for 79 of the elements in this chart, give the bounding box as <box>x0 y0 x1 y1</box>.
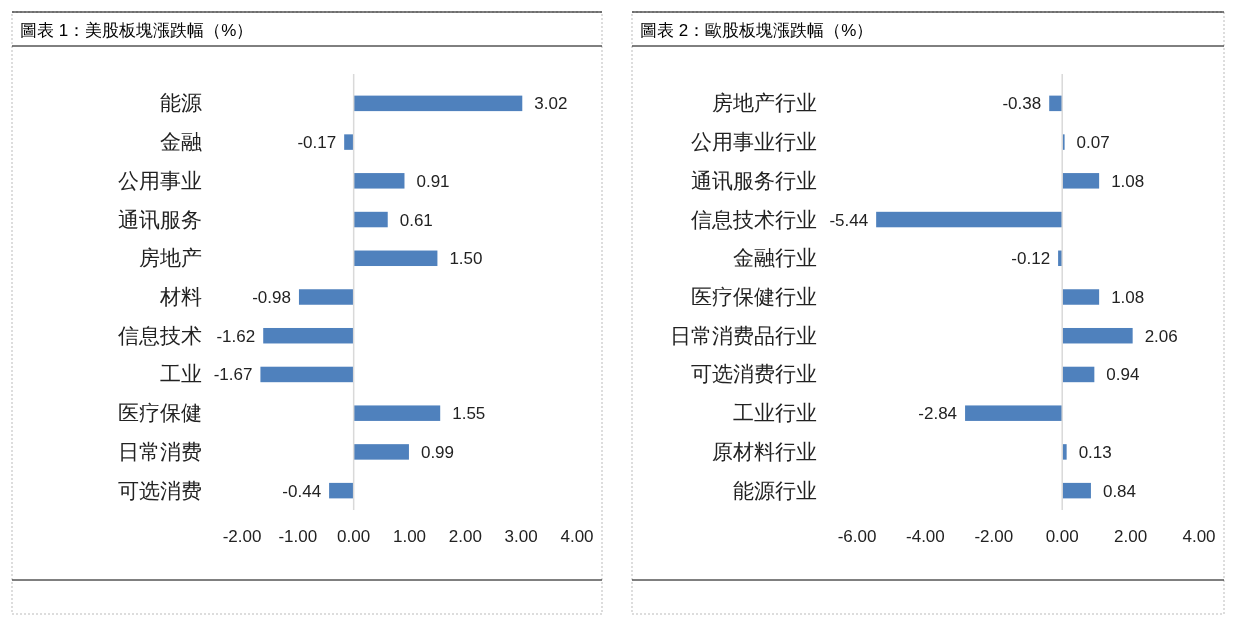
bar <box>1062 482 1091 499</box>
y-tick-label: 通讯服务 <box>118 207 202 231</box>
bar <box>965 405 1063 421</box>
y-tick-label: 材料 <box>159 285 202 308</box>
x-tick-label: 2.00 <box>448 527 482 546</box>
data-label: 1.55 <box>452 404 486 424</box>
bar <box>1049 95 1063 112</box>
y-tick-label: 医疗保健行业 <box>691 285 817 308</box>
bar <box>1062 444 1067 460</box>
y-tick-label: 信息技术 <box>118 323 202 347</box>
y-tick-label: 信息技术行业 <box>691 207 817 231</box>
data-label: -1.62 <box>216 326 256 346</box>
y-tick-label: 能源 <box>160 91 202 115</box>
y-tick-label: 房地产 <box>139 246 202 270</box>
data-label: 1.08 <box>1111 288 1145 307</box>
data-label: 0.91 <box>416 171 450 191</box>
bar <box>1062 366 1095 383</box>
y-tick-label: 日常消费 <box>118 439 202 463</box>
x-tick-label: 2.00 <box>1114 527 1148 546</box>
bar <box>353 173 405 189</box>
y-tick-label: 金融行业 <box>733 246 817 270</box>
y-tick-label: 能源行业 <box>733 478 817 502</box>
bar <box>353 250 438 267</box>
bar <box>1062 289 1100 305</box>
y-tick-label: 工业行业 <box>733 401 817 425</box>
bar <box>1062 173 1100 189</box>
data-label: 0.84 <box>1102 481 1137 501</box>
x-tick-label: -1.00 <box>278 527 318 546</box>
data-label: 0.13 <box>1078 442 1112 462</box>
bar <box>329 482 354 499</box>
x-tick-label: 1.00 <box>392 527 427 546</box>
bar <box>353 444 409 460</box>
x-tick-label: -2.00 <box>222 527 262 546</box>
data-label: 0.94 <box>1106 365 1140 385</box>
bar <box>260 366 354 383</box>
bar <box>353 405 441 421</box>
y-tick-label: 日常消费品行业 <box>670 323 817 347</box>
y-tick-label: 通讯服务行业 <box>691 168 817 192</box>
data-label: -5.44 <box>829 210 869 230</box>
data-label: -2.84 <box>918 404 958 424</box>
bar <box>263 327 354 344</box>
bar <box>353 95 523 112</box>
data-label: -0.12 <box>1011 249 1051 269</box>
data-label: 1.50 <box>449 249 483 269</box>
y-tick-label: 可选消费行业 <box>691 362 817 386</box>
data-label: -0.17 <box>297 133 337 153</box>
y-tick-label: 公用事业行业 <box>691 130 817 154</box>
y-tick-label: 工业 <box>160 362 202 386</box>
x-tick-label: -4.00 <box>906 527 945 546</box>
y-tick-label: 可选消费 <box>118 478 202 502</box>
x-tick-label: 3.00 <box>504 527 538 546</box>
data-label: -1.67 <box>213 365 253 385</box>
y-tick-label: 原材料行业 <box>712 439 817 463</box>
x-tick-label: 4.00 <box>560 527 594 546</box>
bar <box>344 134 354 150</box>
chart-title: 圖表 2：歐股板塊漲跌幅（%） <box>640 21 874 40</box>
data-label: 2.06 <box>1144 326 1178 346</box>
x-tick-label: 0.00 <box>337 527 371 546</box>
bar <box>876 211 1063 228</box>
data-label: -0.98 <box>252 288 291 307</box>
data-label: -0.44 <box>282 481 322 501</box>
bar <box>1062 327 1133 344</box>
x-tick-label: -6.00 <box>837 527 877 546</box>
data-label: 0.07 <box>1076 133 1110 153</box>
data-label: 1.08 <box>1111 171 1145 191</box>
y-tick-label: 医疗保健 <box>118 401 202 425</box>
x-tick-label: 0.00 <box>1045 527 1079 546</box>
chart-title: 圖表 1：美股板塊漲跌幅（%） <box>20 21 254 40</box>
data-label: -0.38 <box>1002 94 1042 114</box>
bar <box>298 289 354 305</box>
y-tick-label: 公用事业 <box>118 168 202 192</box>
x-tick-label: 4.00 <box>1182 527 1216 546</box>
x-tick-label: -2.00 <box>974 527 1014 546</box>
y-tick-label: 金融 <box>160 130 202 154</box>
bar <box>353 211 388 228</box>
data-label: 0.99 <box>420 442 455 462</box>
data-label: 0.61 <box>399 210 433 230</box>
y-tick-label: 房地产行业 <box>712 91 817 115</box>
data-label: 3.02 <box>534 94 568 114</box>
